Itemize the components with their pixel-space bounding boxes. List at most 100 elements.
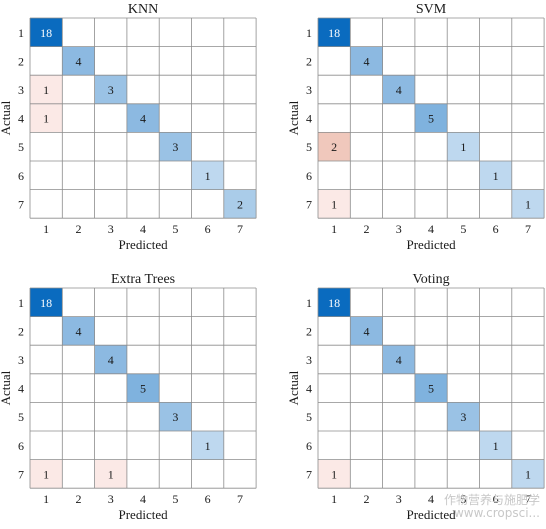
cell-actual-2-pred-2 bbox=[350, 46, 383, 76]
cell-actual-7-pred-1 bbox=[318, 459, 351, 489]
cell-value-label: 1 bbox=[108, 467, 114, 481]
x-tick-label: 1 bbox=[331, 492, 337, 506]
cell-value-label: 4 bbox=[363, 324, 369, 338]
y-tick-label: 3 bbox=[18, 353, 24, 367]
cell-actual-5-pred-1 bbox=[318, 132, 351, 161]
cell-actual-3-pred-1 bbox=[30, 75, 63, 104]
cell-actual-7-pred-1 bbox=[318, 189, 351, 219]
chart-title: Voting bbox=[413, 272, 450, 287]
chart-title: KNN bbox=[128, 2, 158, 17]
cell-value-label: 3 bbox=[460, 410, 466, 424]
x-tick-label: 5 bbox=[460, 492, 466, 506]
cell-value-label: 4 bbox=[396, 353, 402, 367]
x-tick-label: 3 bbox=[108, 492, 114, 506]
cell-value-label: 5 bbox=[140, 382, 146, 396]
cell-value-label: 18 bbox=[328, 296, 340, 310]
y-tick-label: 4 bbox=[18, 112, 24, 126]
y-tick-label: 4 bbox=[18, 382, 24, 396]
cell-value-label: 18 bbox=[40, 296, 52, 310]
cell-actual-4-pred-4 bbox=[414, 103, 448, 133]
x-tick-label: 7 bbox=[237, 222, 243, 236]
y-tick-label: 1 bbox=[18, 26, 24, 40]
cell-value-label: 18 bbox=[328, 26, 340, 40]
x-tick-label: 6 bbox=[205, 492, 211, 506]
cell-actual-1-pred-1 bbox=[30, 18, 63, 47]
cell-actual-3-pred-3 bbox=[382, 75, 415, 104]
cell-value-label: 4 bbox=[75, 54, 81, 68]
cell-value-label: 4 bbox=[363, 54, 369, 68]
y-axis-label: Actual bbox=[0, 370, 13, 405]
cell-actual-2-pred-2 bbox=[62, 46, 95, 76]
x-axis-label: Predicted bbox=[119, 237, 169, 252]
watermark: 作物营养与施肥学 www.cropsci... bbox=[444, 494, 540, 520]
cell-value-label: 2 bbox=[237, 197, 243, 211]
x-tick-label: 6 bbox=[205, 222, 211, 236]
cell-actual-4-pred-1 bbox=[30, 103, 63, 133]
cell-value-label: 3 bbox=[108, 83, 114, 97]
cell-actual-2-pred-2 bbox=[62, 316, 95, 346]
panel-voting: 18 4 4 5 3 1 1 1 1 1 2 2 3 3 4 4 5 5 6 6 7 7 Voting Predicted Ac… bbox=[286, 272, 545, 522]
cell-actual-6-pred-6 bbox=[479, 161, 512, 190]
cell-actual-5-pred-5 bbox=[447, 402, 480, 431]
cell-value-label: 1 bbox=[43, 467, 49, 481]
x-tick-label: 2 bbox=[75, 222, 81, 236]
cell-value-label: 5 bbox=[428, 112, 434, 126]
y-tick-label: 5 bbox=[18, 410, 24, 424]
cell-value-label: 1 bbox=[525, 467, 531, 481]
y-tick-label: 7 bbox=[18, 197, 24, 211]
cell-value-label: 1 bbox=[331, 467, 337, 481]
cell-value-label: 5 bbox=[428, 382, 434, 396]
y-tick-label: 3 bbox=[306, 83, 312, 97]
y-tick-label: 1 bbox=[306, 26, 312, 40]
x-tick-label: 1 bbox=[43, 222, 49, 236]
y-tick-label: 5 bbox=[306, 140, 312, 154]
x-tick-label: 6 bbox=[493, 222, 499, 236]
cell-actual-7-pred-7 bbox=[511, 189, 545, 219]
cell-actual-3-pred-3 bbox=[94, 75, 127, 104]
x-tick-label: 4 bbox=[428, 492, 434, 506]
x-tick-label: 6 bbox=[493, 492, 499, 506]
cell-actual-3-pred-3 bbox=[94, 345, 127, 374]
x-tick-label: 3 bbox=[396, 222, 402, 236]
y-tick-label: 7 bbox=[18, 467, 24, 481]
y-tick-label: 2 bbox=[18, 324, 24, 338]
y-axis-label: Actual bbox=[286, 370, 301, 405]
x-tick-label: 5 bbox=[172, 492, 178, 506]
y-tick-label: 3 bbox=[18, 83, 24, 97]
x-tick-label: 4 bbox=[140, 492, 146, 506]
x-axis-label: Predicted bbox=[407, 507, 457, 522]
cell-actual-4-pred-4 bbox=[414, 373, 448, 403]
cell-value-label: 4 bbox=[140, 112, 146, 126]
cell-value-label: 2 bbox=[331, 140, 337, 154]
x-tick-label: 2 bbox=[363, 492, 369, 506]
y-tick-label: 5 bbox=[18, 140, 24, 154]
cell-actual-4-pred-4 bbox=[126, 103, 160, 133]
cell-actual-3-pred-3 bbox=[382, 345, 415, 374]
y-axis-label: Actual bbox=[286, 100, 301, 135]
cell-actual-2-pred-2 bbox=[350, 316, 383, 346]
cell-actual-7-pred-7 bbox=[223, 189, 257, 219]
y-tick-label: 2 bbox=[306, 324, 312, 338]
cell-actual-6-pred-6 bbox=[191, 161, 224, 190]
cell-actual-5-pred-5 bbox=[159, 402, 192, 431]
watermark-line-1: 作物营养与施肥学 bbox=[443, 493, 540, 507]
panel-knn: 18 4 1 3 1 4 3 1 2 1 1 2 2 3 3 4 4 5 5 6 6 7 7 KNN Predicted Actu… bbox=[0, 2, 257, 252]
cell-actual-6-pred-6 bbox=[191, 431, 224, 460]
cell-actual-7-pred-1 bbox=[30, 459, 63, 489]
chart-title: Extra Trees bbox=[111, 272, 175, 287]
cell-value-label: 1 bbox=[205, 169, 211, 183]
cell-value-label: 18 bbox=[40, 26, 52, 40]
cell-value-label: 4 bbox=[396, 83, 402, 97]
cell-actual-7-pred-7 bbox=[511, 459, 545, 489]
cell-value-label: 3 bbox=[172, 410, 178, 424]
y-tick-label: 7 bbox=[306, 467, 312, 481]
x-tick-label: 2 bbox=[363, 222, 369, 236]
x-tick-label: 3 bbox=[108, 222, 114, 236]
y-tick-label: 5 bbox=[306, 410, 312, 424]
y-tick-label: 2 bbox=[306, 54, 312, 68]
x-tick-label: 1 bbox=[43, 492, 49, 506]
x-tick-label: 7 bbox=[525, 222, 531, 236]
panel-svm: 18 4 4 5 2 1 1 1 1 1 1 2 2 3 3 4 4 5 5 6 6 7 7 SVM Predicted Actu… bbox=[286, 2, 545, 252]
cell-actual-1-pred-1 bbox=[318, 288, 351, 317]
